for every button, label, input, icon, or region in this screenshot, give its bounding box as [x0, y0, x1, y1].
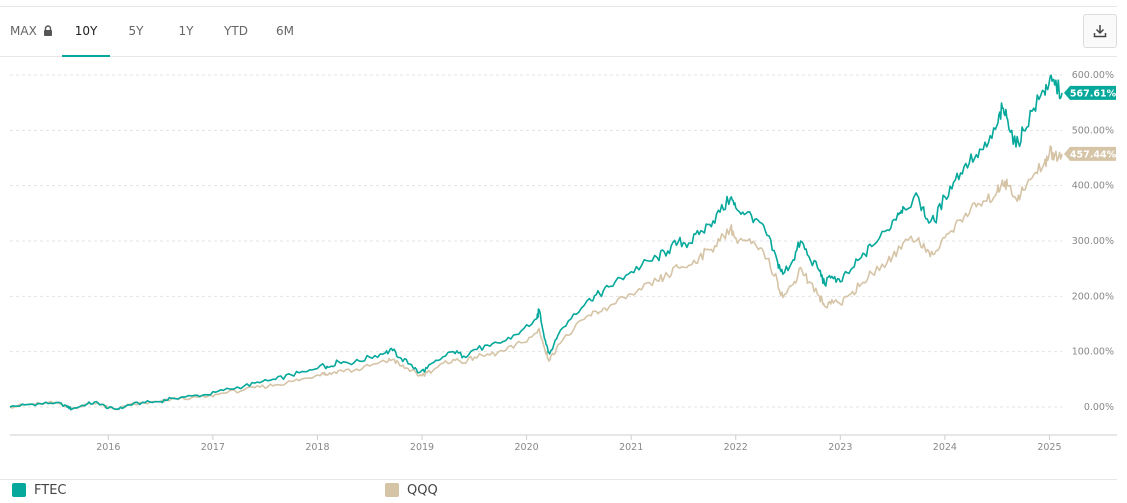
- range-tab-5y[interactable]: 5Y: [127, 6, 145, 56]
- x-tick-label: 2018: [305, 442, 329, 453]
- range-tab-ytd[interactable]: YTD: [222, 6, 250, 56]
- range-tab-max[interactable]: MAX: [10, 6, 62, 56]
- y-tick-label: 300.00%: [1072, 236, 1114, 247]
- download-button[interactable]: [1083, 14, 1117, 48]
- series-line-ftec: [9, 74, 1063, 411]
- legend-label: FTEC: [34, 482, 67, 498]
- range-tab-6m[interactable]: 6M: [274, 6, 296, 56]
- y-tick-label: 400.00%: [1072, 181, 1114, 192]
- legend-item-qqq[interactable]: QQQ: [385, 482, 438, 498]
- x-tick-label: 2021: [619, 442, 643, 453]
- range-tab-1y[interactable]: 1Y: [177, 6, 195, 56]
- x-tick-label: 2024: [933, 442, 957, 453]
- range-tab-10y[interactable]: 10Y: [62, 6, 110, 57]
- performance-chart: 0.00% 100.00% 200.00% 300.00% 400.00% 500.00%…: [9, 70, 1117, 453]
- last-value-label: 457.44%: [1070, 149, 1117, 160]
- y-tick-label: 200.00%: [1072, 291, 1114, 302]
- legend-swatch: [385, 483, 399, 497]
- x-tick-label: 2023: [828, 442, 852, 453]
- x-tick-label: 2022: [724, 442, 748, 453]
- y-tick-label: 100.00%: [1072, 347, 1114, 358]
- legend-label: QQQ: [407, 482, 438, 498]
- y-tick-label: 500.00%: [1072, 125, 1114, 136]
- last-value-tag-ftec: 567.61%: [1064, 85, 1117, 100]
- last-value-tag-bg: [1064, 146, 1116, 161]
- range-tab-label: 6M: [276, 24, 294, 38]
- last-value-tag-bg: [1064, 85, 1116, 100]
- y-tick-label: 0.00%: [1084, 402, 1114, 413]
- legend-item-ftec[interactable]: FTEC: [12, 482, 66, 498]
- lock-icon: [43, 25, 52, 36]
- last-value-tag-qqq: 457.44%: [1064, 146, 1117, 161]
- x-tick-label: 2016: [96, 442, 120, 453]
- legend-swatch: [12, 483, 26, 497]
- range-tab-label: YTD: [224, 24, 248, 38]
- x-tick-label: 2020: [514, 442, 538, 453]
- x-tick-label: 2017: [201, 442, 225, 453]
- download-icon: [1093, 25, 1107, 38]
- last-value-label: 567.61%: [1070, 88, 1117, 99]
- y-tick-label: 600.00%: [1072, 70, 1114, 81]
- top-border: [0, 6, 1117, 7]
- series-line-qqq: [9, 145, 1063, 411]
- legend: FTEC QQQ: [0, 479, 1117, 500]
- x-tick-label: 2025: [1037, 442, 1061, 453]
- range-toolbar: MAX 10Y 5Y 1Y YTD 6M: [0, 6, 1117, 57]
- range-tab-label: 5Y: [128, 24, 144, 38]
- range-tab-label: 1Y: [178, 24, 194, 38]
- range-tab-label: MAX: [10, 24, 37, 38]
- x-tick-label: 2019: [410, 442, 434, 453]
- range-tab-label: 10Y: [74, 24, 98, 38]
